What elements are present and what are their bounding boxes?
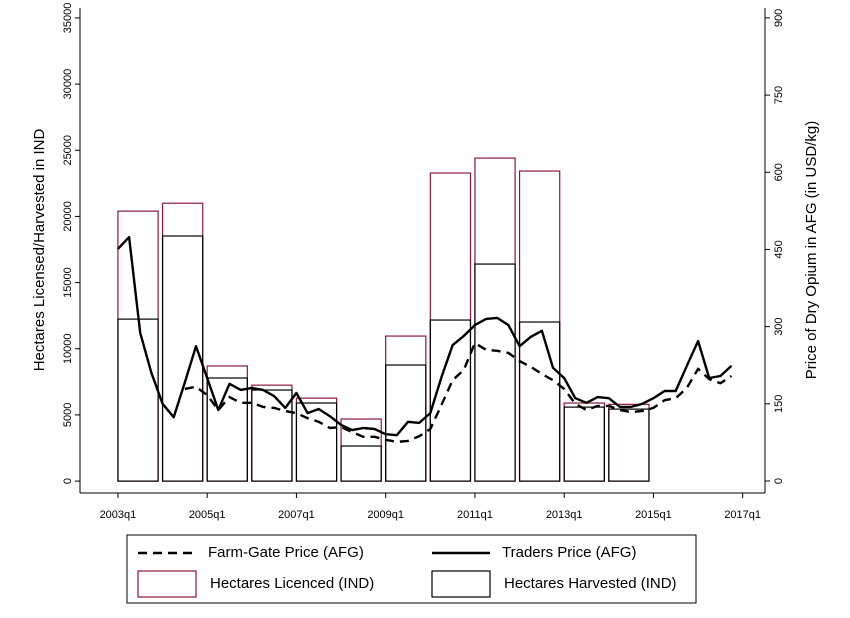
- y-tick-label: 10000: [62, 333, 74, 364]
- bar: [474, 157, 516, 482]
- x-tick-label: 2003q1: [100, 509, 137, 521]
- bar: [117, 210, 159, 482]
- legend-swatch: [431, 570, 491, 598]
- x-tick-label: 2011q1: [457, 509, 493, 521]
- line-series: [184, 341, 733, 444]
- bar: [251, 384, 293, 482]
- y-tick-label: 30000: [62, 69, 74, 100]
- legend-swatch: [137, 570, 197, 598]
- x-tick-label: 2009q1: [367, 509, 404, 521]
- y-tick-label: 25000: [62, 135, 74, 166]
- y2-tick-label: 0: [773, 478, 785, 484]
- bar: [251, 389, 293, 482]
- y-tick-label: 5000: [62, 403, 74, 427]
- x-tick-label: 2013q1: [546, 509, 583, 521]
- y-tick-label: 20000: [62, 201, 74, 232]
- bar: [429, 319, 472, 482]
- bar: [385, 364, 427, 482]
- x-tick-label: 2017q1: [724, 509, 761, 521]
- bar: [295, 402, 338, 482]
- bar: [518, 321, 561, 482]
- y2-tick-label: 300: [773, 317, 785, 335]
- bar: [563, 406, 605, 482]
- x-tick-label: 2007q1: [278, 509, 315, 521]
- bar: [206, 365, 248, 482]
- bar: [161, 235, 204, 482]
- y-tick-label: 35000: [62, 3, 74, 34]
- bar: [474, 263, 516, 482]
- bar: [608, 408, 650, 482]
- y-axis-title: Hectares Licensed/Harvested in IND: [31, 129, 48, 372]
- y2-tick-label: 150: [773, 395, 785, 413]
- line-series: [117, 235, 733, 437]
- bar: [563, 402, 605, 482]
- y2-axis-title: Price of Dry Opium in AFG (in USD/kg): [803, 121, 820, 379]
- bar: [206, 377, 248, 482]
- bar: [608, 403, 650, 482]
- legend-label: Traders Price (AFG): [502, 544, 636, 561]
- bar: [429, 172, 472, 482]
- y2-tick-label: 750: [773, 86, 785, 104]
- y2-tick-label: 450: [773, 240, 785, 258]
- y2-tick-label: 900: [773, 9, 785, 27]
- bar: [385, 335, 427, 482]
- y-tick-label: 15000: [62, 267, 74, 298]
- legend-label: Hectares Harvested (IND): [504, 575, 677, 592]
- bar: [161, 202, 204, 482]
- y-tick-label: 0: [62, 478, 74, 484]
- bar: [340, 445, 382, 482]
- bar: [295, 397, 338, 482]
- y2-tick-label: 600: [773, 163, 785, 181]
- x-tick-label: 2005q1: [189, 509, 226, 521]
- bar: [518, 170, 561, 482]
- legend-box: [126, 534, 697, 604]
- legend-label: Farm-Gate Price (AFG): [208, 544, 364, 561]
- legend-label: Hectares Licenced (IND): [210, 575, 374, 592]
- x-tick-label: 2015q1: [635, 509, 672, 521]
